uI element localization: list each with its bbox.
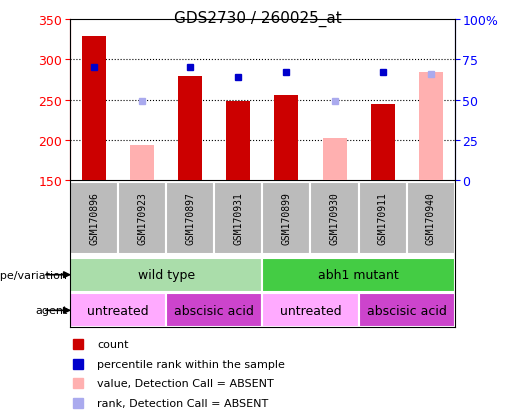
Text: GSM170897: GSM170897 <box>185 192 195 244</box>
Text: untreated: untreated <box>88 304 149 317</box>
Text: count: count <box>97 339 128 349</box>
Text: abscisic acid: abscisic acid <box>175 304 254 317</box>
Bar <box>274 95 299 181</box>
Text: GSM170911: GSM170911 <box>377 192 388 244</box>
Bar <box>70 294 166 328</box>
Bar <box>407 182 455 254</box>
Bar <box>226 102 250 181</box>
Bar <box>358 294 455 328</box>
Bar <box>322 139 347 181</box>
Bar <box>262 182 311 254</box>
Text: GSM170896: GSM170896 <box>89 192 99 244</box>
Text: value, Detection Call = ABSENT: value, Detection Call = ABSENT <box>97 378 273 388</box>
Bar <box>371 104 394 181</box>
Bar <box>358 182 407 254</box>
Text: untreated: untreated <box>280 304 341 317</box>
Bar <box>118 182 166 254</box>
Bar <box>214 182 262 254</box>
Bar <box>70 182 118 254</box>
Text: abh1 mutant: abh1 mutant <box>318 268 399 282</box>
Bar <box>262 294 358 328</box>
Text: GDS2730 / 260025_at: GDS2730 / 260025_at <box>174 10 341 26</box>
Text: percentile rank within the sample: percentile rank within the sample <box>97 359 285 369</box>
Bar <box>166 294 262 328</box>
Bar <box>130 145 154 181</box>
Text: genotype/variation: genotype/variation <box>0 270 67 280</box>
Text: wild type: wild type <box>138 268 195 282</box>
Bar <box>166 182 214 254</box>
Bar <box>70 258 262 292</box>
Bar <box>262 258 455 292</box>
Bar <box>82 37 106 181</box>
Text: agent: agent <box>35 306 67 316</box>
Bar <box>178 77 202 181</box>
Text: GSM170923: GSM170923 <box>137 192 147 244</box>
Bar <box>419 73 443 181</box>
Text: GSM170899: GSM170899 <box>281 192 291 244</box>
Text: GSM170931: GSM170931 <box>233 192 244 244</box>
Text: abscisic acid: abscisic acid <box>367 304 447 317</box>
Text: GSM170940: GSM170940 <box>426 192 436 244</box>
Text: GSM170930: GSM170930 <box>330 192 339 244</box>
Bar <box>311 182 358 254</box>
Text: rank, Detection Call = ABSENT: rank, Detection Call = ABSENT <box>97 398 268 408</box>
